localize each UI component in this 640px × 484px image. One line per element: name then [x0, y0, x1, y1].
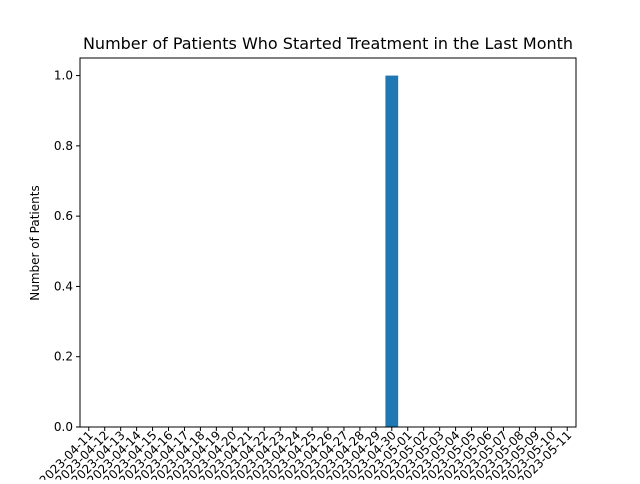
- y-tick-label: 0.0: [54, 420, 73, 434]
- y-tick-label: 0.2: [54, 350, 73, 364]
- chart-title: Number of Patients Who Started Treatment…: [83, 34, 573, 53]
- y-tick-label: 0.8: [54, 139, 73, 153]
- y-tick-label: 0.4: [54, 279, 73, 293]
- axes-frame: [79, 57, 577, 428]
- plot-area: 0.00.20.40.60.81.02023-04-112023-04-1220…: [37, 57, 577, 484]
- y-tick-label: 1.0: [54, 69, 73, 83]
- y-tick-label: 0.6: [54, 209, 73, 223]
- bar: [385, 75, 399, 427]
- y-axis-label: Number of Patients: [28, 185, 42, 300]
